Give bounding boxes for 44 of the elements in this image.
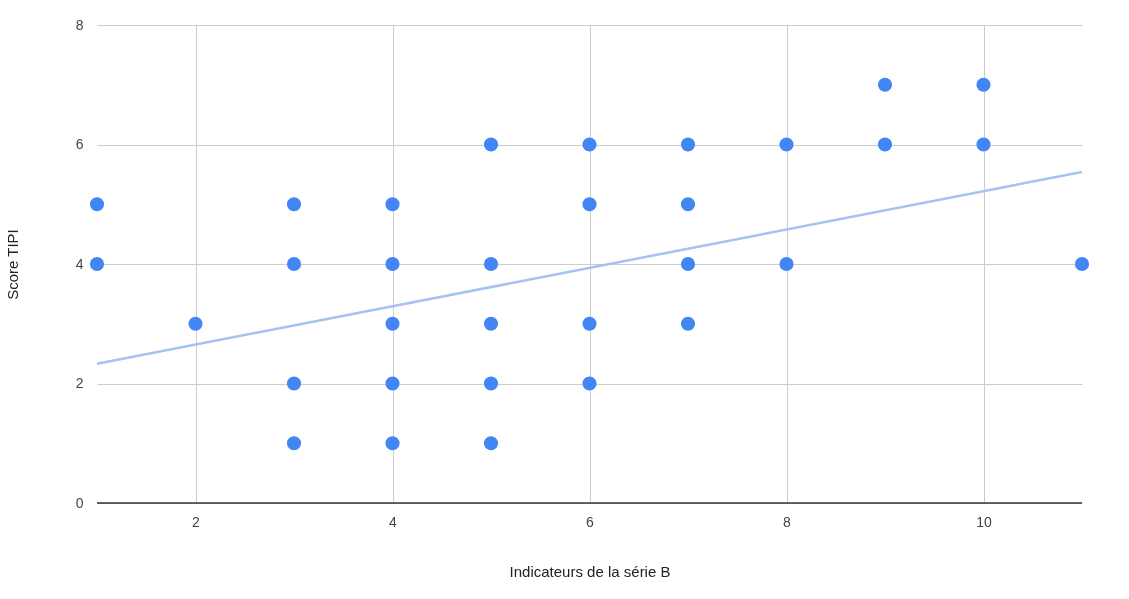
point <box>286 436 302 451</box>
point <box>483 376 499 391</box>
y-axis-title: Score TIPI <box>3 229 21 300</box>
point <box>483 436 499 451</box>
point <box>89 197 105 212</box>
point <box>680 197 696 212</box>
y-tick-label: 2 <box>75 375 84 391</box>
point <box>680 256 696 272</box>
point <box>877 137 893 152</box>
point <box>483 256 499 272</box>
x-axis-title: Indicateurs de la série B <box>509 562 671 580</box>
point <box>582 137 597 152</box>
point <box>188 316 203 331</box>
x-tick-label: 8 <box>783 513 792 530</box>
point <box>286 197 302 212</box>
point <box>582 316 597 331</box>
x-tick-label: 2 <box>192 513 201 530</box>
point <box>385 256 400 272</box>
point <box>1074 256 1090 272</box>
point <box>385 316 400 331</box>
y-tick-label: 4 <box>75 255 84 272</box>
point <box>483 316 499 331</box>
point <box>582 197 597 212</box>
point <box>582 376 597 391</box>
point <box>779 137 794 152</box>
point <box>877 77 893 92</box>
point <box>89 256 105 272</box>
point <box>779 256 794 272</box>
point <box>680 137 696 152</box>
point <box>680 316 696 331</box>
point <box>286 376 302 391</box>
point <box>976 137 991 152</box>
point <box>385 197 400 212</box>
point <box>385 436 400 451</box>
x-tick-label: 4 <box>389 513 398 530</box>
point <box>976 77 991 92</box>
point <box>385 376 400 391</box>
point <box>483 137 499 152</box>
y-tick-label: 8 <box>75 16 84 33</box>
x-tick-label: 10 <box>976 513 992 530</box>
point <box>286 256 302 272</box>
y-tick-label: 0 <box>75 494 84 511</box>
y-tick-label: 6 <box>75 136 84 152</box>
x-tick-label: 6 <box>586 513 595 530</box>
